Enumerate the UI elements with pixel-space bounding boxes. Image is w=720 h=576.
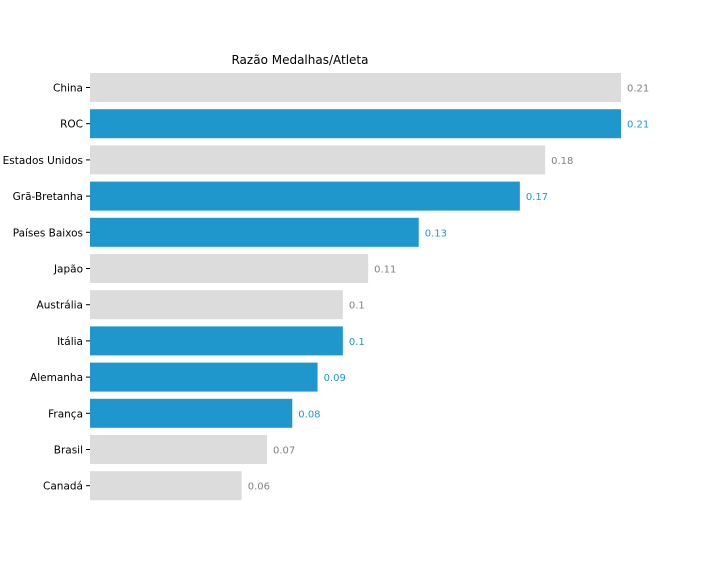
category-label: Austrália <box>37 300 83 312</box>
value-label: 0.07 <box>273 446 295 457</box>
value-label: 0.06 <box>248 482 270 493</box>
chart-title: Razão Medalhas/Atleta <box>231 53 368 67</box>
bar-10 <box>90 435 267 464</box>
value-label: 0.21 <box>627 84 649 95</box>
value-label: 0.09 <box>324 373 346 384</box>
bar-1 <box>90 109 621 139</box>
value-label: 0.17 <box>526 192 548 203</box>
category-label: China <box>53 83 83 95</box>
category-label: Estados Unidos <box>3 155 83 167</box>
bar-11 <box>90 471 242 501</box>
category-label: Alemanha <box>30 372 83 384</box>
bar-7 <box>90 326 343 356</box>
value-label: 0.1 <box>349 337 365 348</box>
bar-3 <box>90 181 520 211</box>
value-label: 0.11 <box>374 265 396 276</box>
bar-9 <box>90 398 293 428</box>
category-label: ROC <box>60 119 83 131</box>
value-label: 0.08 <box>298 409 320 420</box>
bar-0 <box>90 73 621 102</box>
bars-group: China 0.21 ROC 0.21 Estados Unidos 0.18 Grã-Br… <box>3 73 649 501</box>
category-label: Brasil <box>54 445 83 457</box>
value-label: 0.18 <box>551 156 573 167</box>
category-label: Itália <box>57 336 83 348</box>
category-label: Grã-Bretanha <box>13 191 83 203</box>
category-label: Canadá <box>43 481 83 493</box>
category-label: Países Baixos <box>13 227 83 239</box>
bar-8 <box>90 362 318 392</box>
bar-2 <box>90 145 546 175</box>
bar-5 <box>90 254 369 283</box>
category-label: França <box>48 408 83 420</box>
bar-4 <box>90 217 419 247</box>
value-label: 0.21 <box>627 120 649 131</box>
value-label: 0.13 <box>425 228 447 239</box>
value-label: 0.1 <box>349 301 365 312</box>
bar-6 <box>90 290 343 320</box>
category-label: Japão <box>53 264 83 276</box>
